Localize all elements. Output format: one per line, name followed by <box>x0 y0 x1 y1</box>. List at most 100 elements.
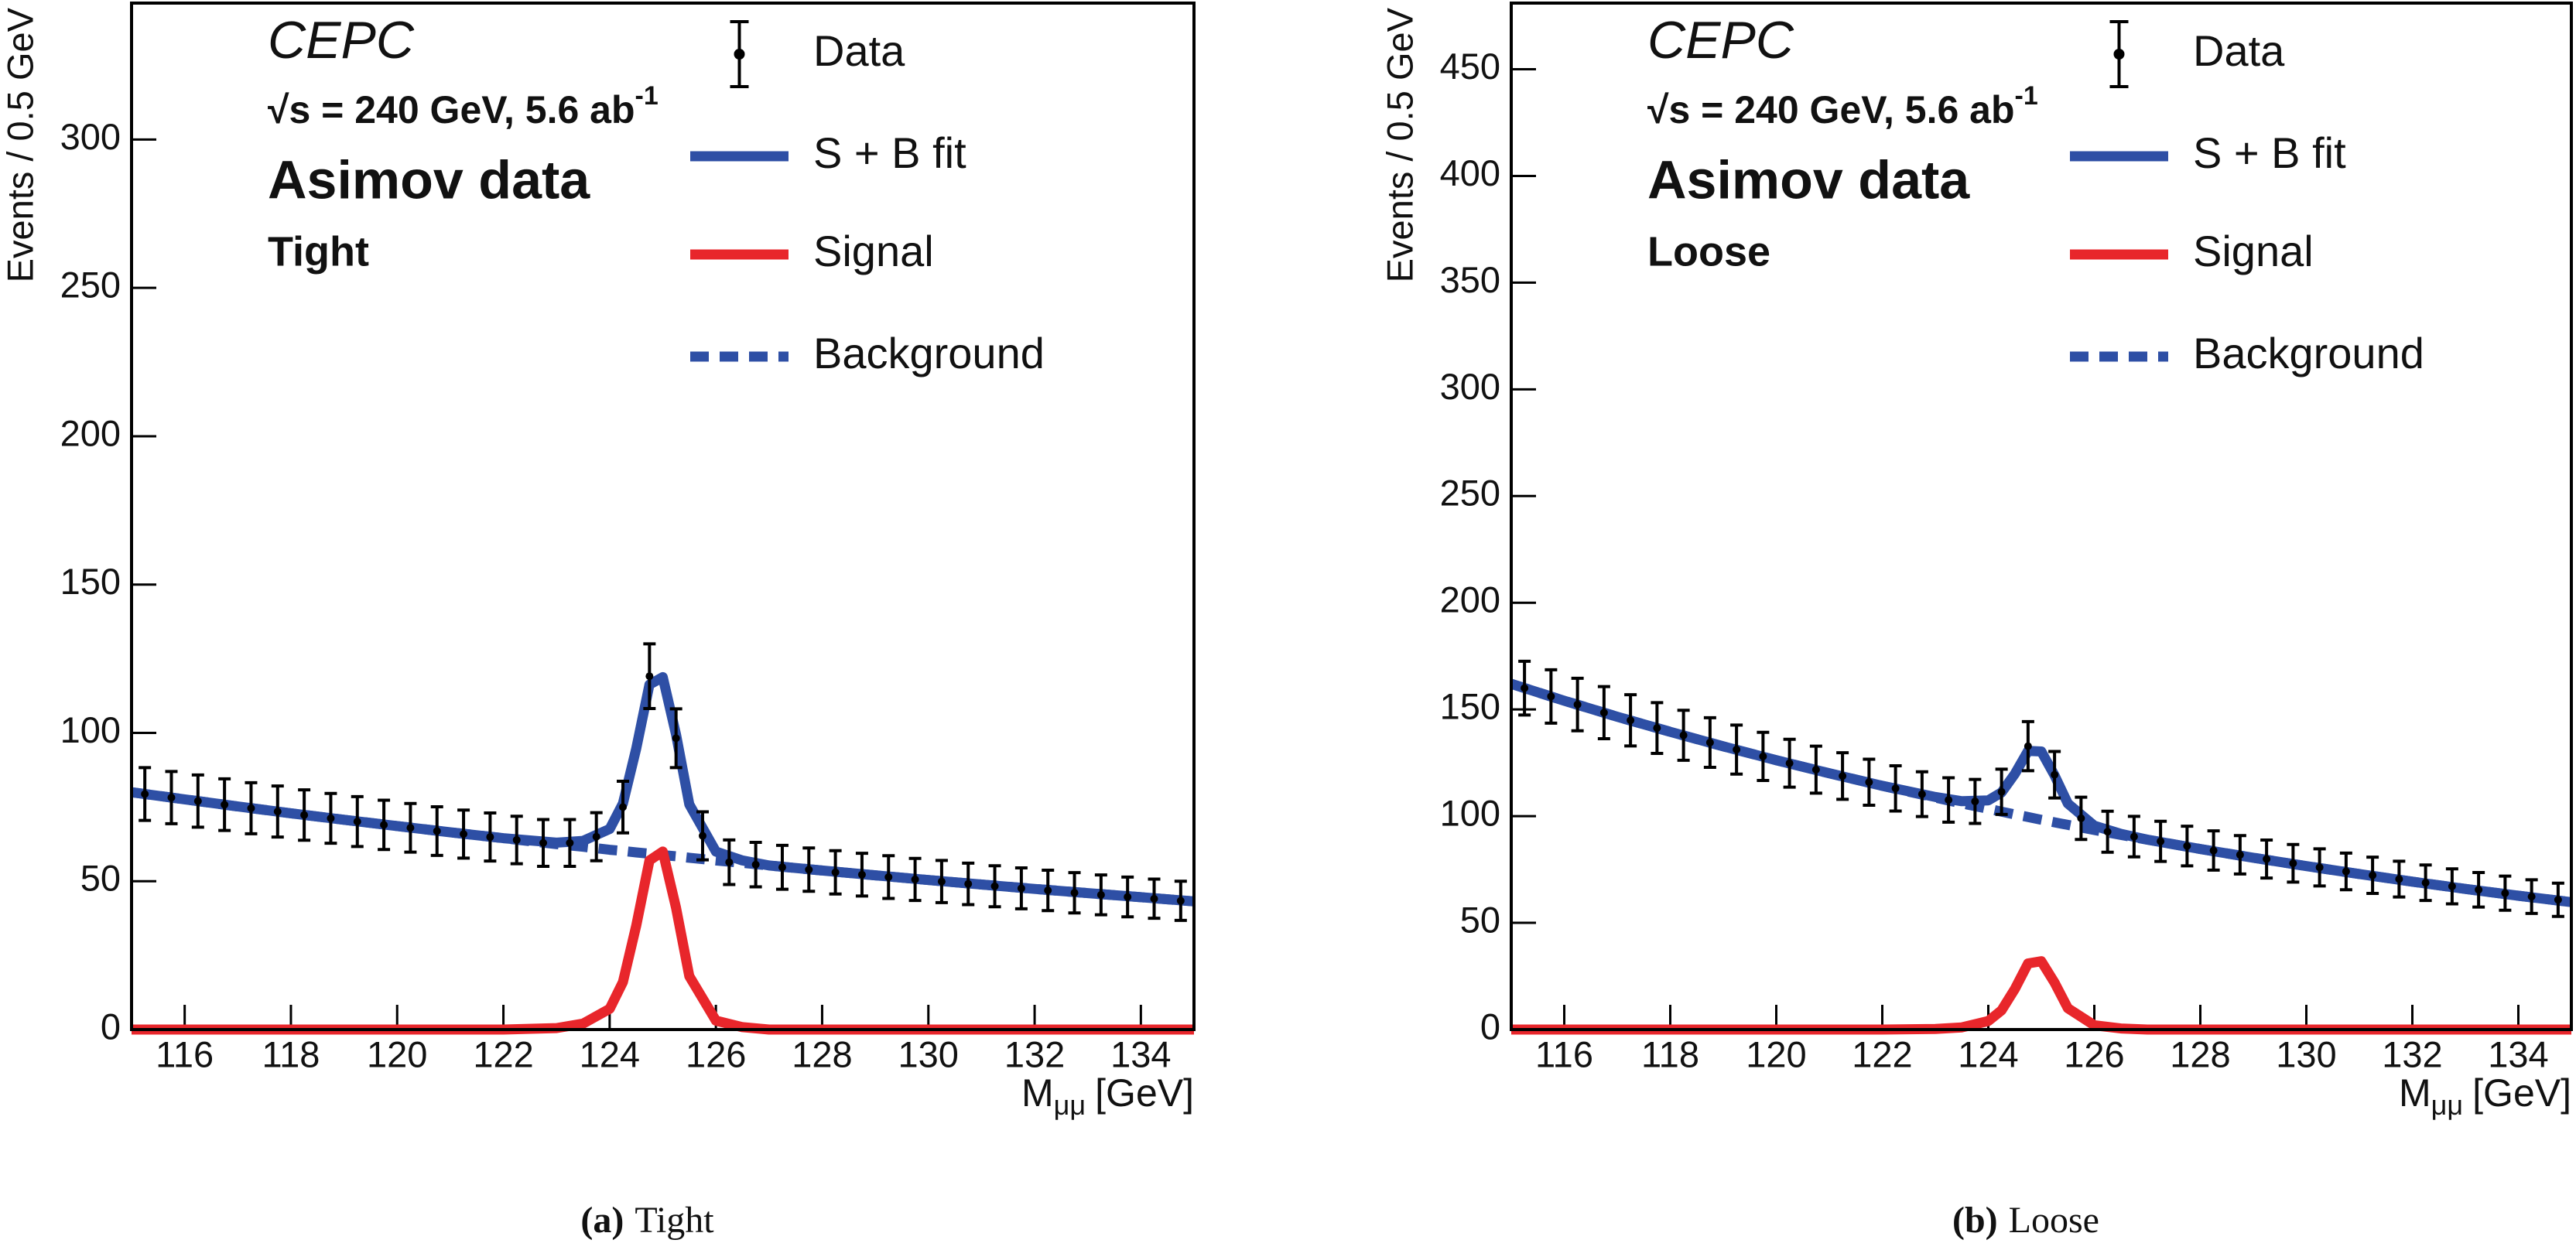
legend-label: Data <box>2193 26 2285 75</box>
x-axis-title: Mμμ [GeV] <box>1021 1071 1194 1120</box>
data-point <box>433 827 441 835</box>
y-tick-label: 100 <box>60 709 121 750</box>
fit-curve <box>1510 678 2572 907</box>
data-point <box>645 672 654 681</box>
x-tick-label: 118 <box>1641 1033 1699 1074</box>
data-point <box>1044 886 1052 895</box>
data-point <box>353 818 361 826</box>
data-point <box>2421 879 2430 887</box>
data-point <box>2289 859 2297 868</box>
legend-label: Data <box>813 26 905 75</box>
legend-label: Signal <box>2193 227 2314 275</box>
y-tick-label: 350 <box>1440 259 1500 300</box>
y-tick-label: 400 <box>1440 152 1500 193</box>
data-point <box>1917 790 1926 798</box>
x-tick-label: 126 <box>686 1033 746 1074</box>
energy-label: √s = 240 GeV, 5.6 ab-1 <box>1647 81 2038 131</box>
data-point <box>566 838 574 847</box>
data-point <box>539 838 548 847</box>
data-point <box>964 879 973 888</box>
y-tick-label: 100 <box>1440 793 1500 834</box>
data-point <box>460 830 468 838</box>
data-point <box>1627 716 1635 725</box>
x-tick-label: 118 <box>262 1033 320 1074</box>
y-tick-label: 50 <box>80 858 121 899</box>
data-point <box>1176 897 1185 905</box>
y-tick-label: 200 <box>1440 579 1500 620</box>
x-tick-label: 130 <box>2276 1033 2336 1074</box>
y-axis-title: Events / 0.5 GeV <box>1379 7 1420 282</box>
x-tick-label: 116 <box>1535 1033 1593 1074</box>
selection-label: Loose <box>1647 228 1770 275</box>
data-point <box>1945 796 1953 804</box>
data-point <box>2527 893 2536 901</box>
data-point <box>1733 746 1741 754</box>
y-tick-label: 200 <box>60 412 121 453</box>
y-tick-label: 450 <box>1440 46 1500 87</box>
data-point <box>2183 842 2191 850</box>
caption: (a) Tight <box>580 1200 714 1241</box>
x-tick-label: 124 <box>1958 1033 2018 1074</box>
data-point <box>1971 797 1979 806</box>
data-point <box>857 870 866 879</box>
x-tick-label: 122 <box>1852 1033 1912 1074</box>
data-point <box>831 868 840 876</box>
y-tick-label: 50 <box>1460 899 1500 940</box>
data-point <box>167 794 176 802</box>
data-point <box>1124 893 1132 901</box>
data-point <box>141 790 149 798</box>
data-point <box>1573 700 1582 709</box>
data-point <box>1070 889 1079 897</box>
data-point <box>1865 778 1873 787</box>
data-point <box>1150 894 1158 903</box>
legend-icon <box>734 49 745 60</box>
y-tick-label: 300 <box>60 116 121 157</box>
x-tick-label: 134 <box>2488 1033 2548 1074</box>
data-point <box>1017 884 1025 893</box>
data-point <box>1811 765 1820 774</box>
x-tick-label: 130 <box>898 1033 959 1074</box>
legend-label: Background <box>813 329 1045 377</box>
y-tick-label: 250 <box>1440 473 1500 514</box>
data-point <box>884 873 893 881</box>
data-point <box>2263 855 2271 863</box>
data-point <box>2130 832 2138 841</box>
energy-sup: -1 <box>2015 81 2038 111</box>
caption-label: (b) <box>1952 1200 1998 1241</box>
energy-sup: -1 <box>635 81 659 111</box>
legend-label: S + B fit <box>813 128 966 177</box>
data-point <box>2051 770 2059 779</box>
experiment-label: CEPC <box>268 11 415 70</box>
plot-frame <box>1510 2 2573 1031</box>
x-tick-label: 116 <box>156 1033 214 1074</box>
selection-label: Tight <box>268 228 369 275</box>
data-point <box>1759 752 1767 760</box>
y-tick-label: 0 <box>101 1006 121 1047</box>
panel: 0 50 100 150 200 250 300 116 118 120 122 124 126 128 1… <box>0 2 1196 1241</box>
x-axis-title-sub: μμ <box>1054 1089 1086 1121</box>
data-point <box>1653 724 1661 733</box>
caption-label: (a) <box>580 1200 624 1241</box>
data-point <box>619 803 628 811</box>
fit-curve <box>1510 678 2572 907</box>
x-axis-title-main: M <box>2399 1071 2431 1115</box>
data-point <box>990 882 999 890</box>
data-point <box>2077 814 2085 822</box>
x-tick-label: 128 <box>2170 1033 2230 1074</box>
data-point <box>1521 684 1529 692</box>
x-tick-label: 124 <box>580 1033 640 1074</box>
data-point <box>2315 863 2324 872</box>
legend-label: Signal <box>813 227 934 275</box>
data-point <box>327 814 335 822</box>
energy-label: √s = 240 GeV, 5.6 ab-1 <box>268 81 659 131</box>
data-point <box>2448 882 2456 890</box>
data-point <box>672 734 680 743</box>
legend-icon <box>2113 49 2125 60</box>
data-point <box>1997 787 2006 796</box>
data-point <box>2369 871 2377 879</box>
fit-curve <box>132 846 1194 1035</box>
dataset-label: Asimov data <box>1647 149 1970 210</box>
data-point <box>2157 837 2165 845</box>
x-axis-title: Mμμ [GeV] <box>2399 1071 2571 1120</box>
